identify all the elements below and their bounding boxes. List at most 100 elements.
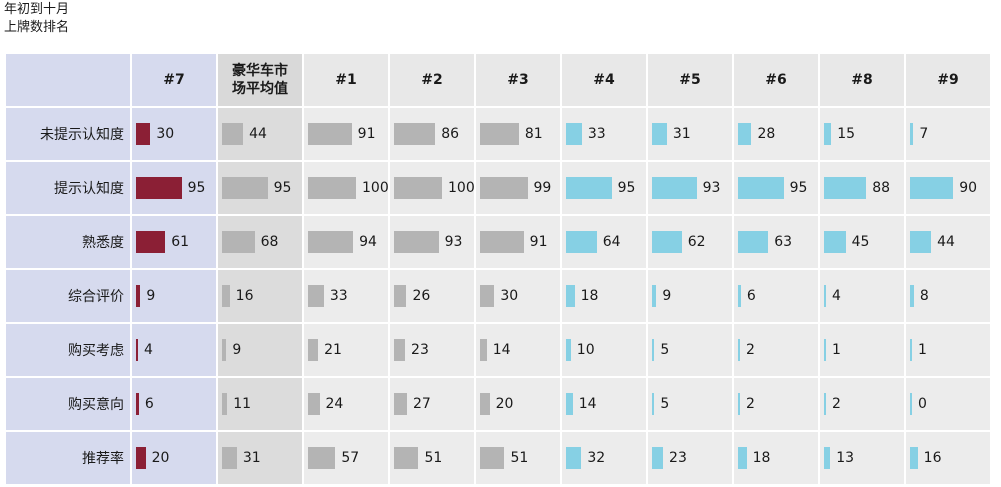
table-cell: 88	[820, 162, 904, 214]
row-label: 购买意向	[6, 378, 130, 430]
bar	[222, 339, 227, 361]
data-label: 21	[324, 342, 342, 358]
table-row: 购买考虑 4 9 21 23 14 10 5 2 1 1	[6, 324, 990, 376]
data-label: 7	[919, 126, 929, 142]
data-label: 68	[260, 234, 279, 250]
data-label: 18	[580, 288, 599, 304]
bar	[222, 177, 268, 199]
data-label: 15	[837, 126, 856, 142]
data-label: 2	[832, 396, 841, 412]
data-label: 45	[851, 234, 870, 250]
bar	[480, 339, 487, 361]
column-header-label: #1	[335, 72, 357, 88]
bar	[566, 393, 573, 415]
bar	[136, 447, 146, 469]
bar	[480, 123, 519, 145]
table-cell: 32	[562, 432, 646, 484]
chart-title: 年初到十月 上牌数排名	[4, 1, 69, 37]
table-cell: 31	[648, 108, 732, 160]
table-cell: 23	[390, 324, 474, 376]
table-cell: 1	[820, 324, 904, 376]
data-label: 44	[937, 234, 955, 250]
table-cell: 11	[218, 378, 302, 430]
bar	[738, 285, 741, 307]
data-label: 6	[144, 396, 154, 412]
row-label: 综合评价	[6, 270, 130, 322]
table-cell: 2	[734, 378, 818, 430]
table-cell: 9	[648, 270, 732, 322]
row-label: 未提示认知度	[6, 108, 130, 160]
bar	[910, 447, 918, 469]
column-header-label: #2	[421, 72, 443, 88]
data-label: 88	[872, 180, 891, 196]
table-cell: 93	[648, 162, 732, 214]
data-label: 1	[918, 342, 927, 358]
data-label: 18	[752, 450, 771, 466]
column-header-label: 场平均值	[232, 81, 288, 97]
bar	[652, 123, 667, 145]
table-cell: 30	[132, 108, 216, 160]
column-header: #9	[906, 54, 990, 106]
bar	[652, 447, 664, 469]
table-cell: 99	[476, 162, 560, 214]
bar	[222, 393, 228, 415]
table-cell: 44	[218, 108, 302, 160]
bar	[566, 123, 582, 145]
bar	[566, 231, 597, 253]
bar	[738, 123, 752, 145]
data-label: 16	[235, 288, 254, 304]
bar	[824, 393, 826, 415]
data-label: 20	[495, 396, 514, 412]
table-cell: 0	[906, 378, 990, 430]
data-label: 33	[587, 126, 606, 142]
column-header-label: #6	[765, 72, 787, 88]
data-label: 16	[923, 450, 942, 466]
table-cell: 33	[562, 108, 646, 160]
table-cell: 91	[304, 108, 388, 160]
table-cell: 31	[218, 432, 302, 484]
bar	[394, 447, 419, 469]
data-label: 13	[836, 450, 855, 466]
column-header-label: #8	[851, 72, 873, 88]
table-row: 熟悉度 61 68 94 93 91 64 62 63 45 44	[6, 216, 990, 268]
bar	[652, 285, 657, 307]
table-cell: 100	[304, 162, 389, 214]
column-header-label: #5	[679, 72, 701, 88]
data-label: 1	[832, 342, 841, 358]
row-label: 熟悉度	[6, 216, 130, 268]
table-cell: 45	[820, 216, 904, 268]
data-label: 51	[510, 450, 529, 466]
bar	[308, 123, 352, 145]
table-cell: 95	[132, 162, 216, 214]
table-cell: 24	[304, 378, 388, 430]
table-cell: 13	[820, 432, 904, 484]
table-cell: 23	[648, 432, 732, 484]
bar	[394, 393, 407, 415]
data-label: 9	[146, 288, 156, 304]
bar	[910, 393, 912, 415]
table-cell: 61	[132, 216, 216, 268]
bar	[308, 447, 336, 469]
bar	[566, 339, 571, 361]
data-label: 10	[576, 342, 595, 358]
title-line-1: 年初到十月	[4, 2, 70, 17]
data-label: 20	[151, 450, 170, 466]
column-header-label: 豪华车市	[232, 63, 288, 79]
data-label: 64	[602, 234, 621, 250]
ranking-table: #7 豪华车市 场平均值 #1 #2 #3 #4 #5 #6 #8 #9 未提示认知度 30 44 91 8…	[4, 52, 992, 486]
column-header: #3	[476, 54, 560, 106]
bar	[136, 123, 151, 145]
table-row: 综合评价 9 16 33 26 30 18 9 6 4 8	[6, 270, 990, 322]
bar	[652, 393, 655, 415]
table-cell: 8	[906, 270, 990, 322]
bar	[824, 339, 826, 361]
bar	[824, 285, 826, 307]
data-label: 90	[959, 180, 978, 196]
column-header-label: #3	[507, 72, 529, 88]
table-cell: 90	[906, 162, 990, 214]
data-label: 23	[411, 342, 429, 358]
table-cell: 95	[218, 162, 302, 214]
row-label: 购买考虑	[6, 324, 130, 376]
data-label: 2	[746, 342, 755, 358]
bar	[824, 231, 846, 253]
